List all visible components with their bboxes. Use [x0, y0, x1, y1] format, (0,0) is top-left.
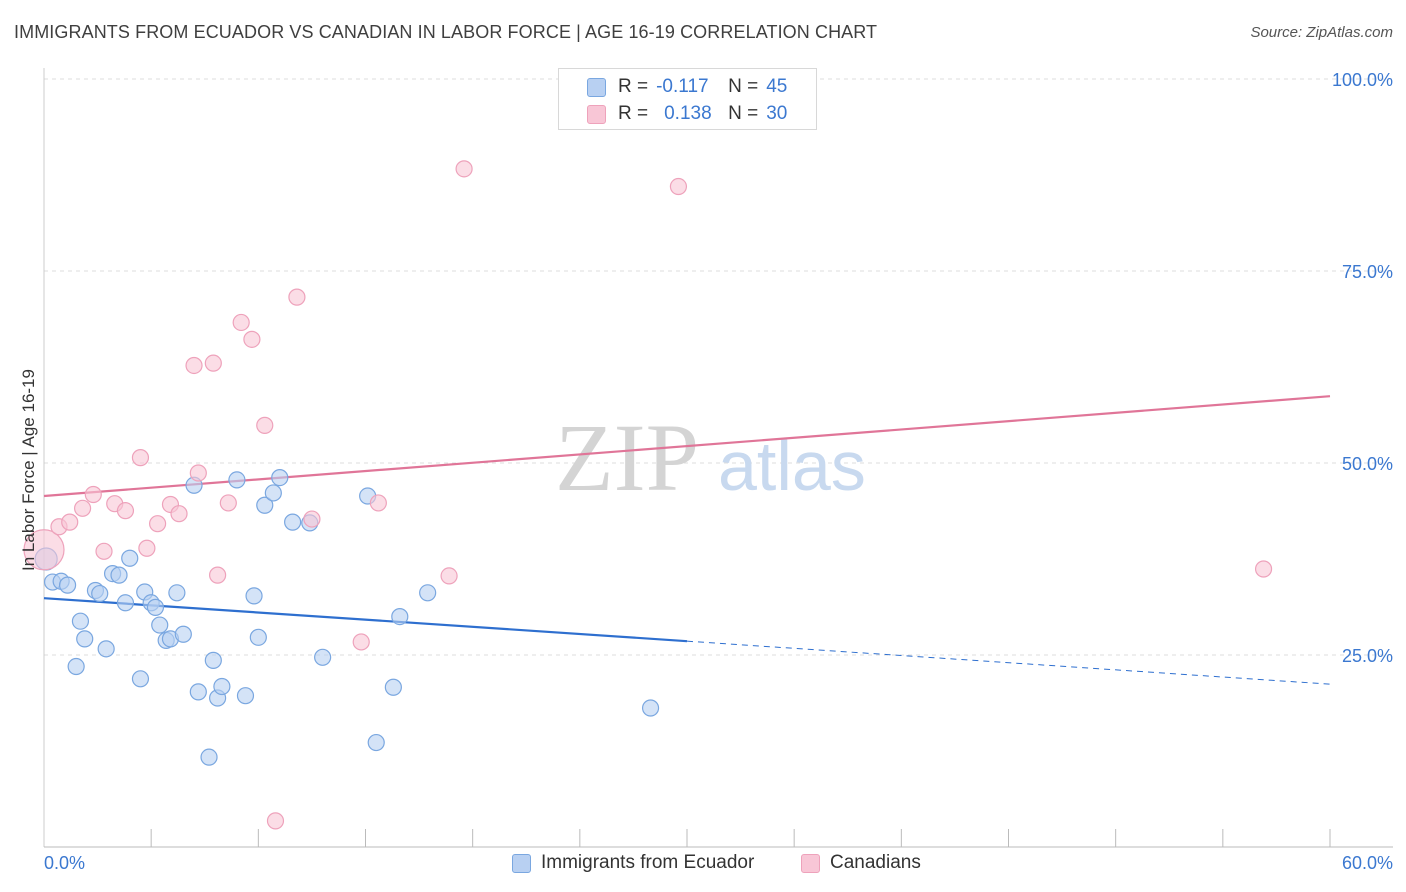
canadians-point	[303, 510, 321, 528]
legend-row-ecuador: R = -0.117 N = 45	[587, 74, 787, 100]
legend-label-canadians: Canadians	[830, 852, 921, 873]
ecuador-point	[284, 513, 302, 531]
ecuador-point	[151, 616, 169, 634]
legend-swatch-blue	[587, 77, 606, 97]
watermark-atlas: atlas	[718, 427, 866, 505]
ecuador-point	[116, 594, 135, 612]
canadians-point	[131, 449, 150, 467]
ecuador-point	[256, 496, 274, 514]
point-layer	[23, 160, 1273, 830]
legend-n-value: 30	[766, 103, 788, 124]
canadians-trend-line	[43, 395, 1331, 498]
label-layer: 25.0% 50.0% 75.0% 100.0% 0.0% 60.0%	[44, 70, 1393, 873]
ecuador-point	[189, 683, 207, 701]
legend-item-canadians[interactable]: Canadians	[801, 852, 921, 874]
canadians-point	[352, 633, 370, 651]
canadians-point	[116, 502, 135, 520]
ecuador-point	[367, 733, 385, 752]
legend-swatch-pink	[801, 853, 820, 873]
ecuador-point	[271, 468, 289, 487]
ecuador-point	[245, 587, 263, 605]
ecuador-point	[264, 484, 282, 502]
ecuador-trend-extension	[686, 640, 1331, 685]
canadians-point	[73, 499, 92, 517]
legend-swatch-blue	[512, 853, 531, 873]
x-tick-label-min: 0.0%	[44, 853, 85, 873]
y-tick-label: 50.0%	[1342, 454, 1393, 474]
y-tick-label: 25.0%	[1342, 646, 1393, 666]
source-credit: Source: ZipAtlas.com	[1250, 24, 1393, 41]
watermark-zip: ZIP	[555, 404, 699, 511]
legend-n-value: 45	[766, 76, 788, 97]
ecuador-point	[249, 628, 267, 646]
canadians-point	[61, 513, 79, 531]
ecuador-point	[168, 584, 186, 602]
ecuador-point	[131, 670, 150, 688]
ecuador-point	[146, 598, 165, 616]
canadians-point	[84, 485, 102, 504]
ecuador-point	[228, 471, 246, 489]
canadians-point	[95, 542, 113, 560]
legend-r-value: -0.117	[656, 76, 709, 97]
legend-item-ecuador[interactable]: Immigrants from Ecuador	[512, 852, 754, 874]
ecuador-point	[213, 677, 231, 696]
y-tick-label: 100.0%	[1332, 70, 1393, 90]
canadians-point	[185, 356, 203, 375]
ecuador-point	[641, 699, 660, 717]
ecuador-point	[236, 687, 255, 705]
legend-r-value: 0.138	[664, 103, 712, 124]
canadians-point	[256, 416, 274, 434]
ecuador-point	[91, 584, 109, 603]
canadians-point	[219, 494, 237, 512]
canadians-point	[669, 177, 688, 196]
grid-layer	[44, 78, 1393, 656]
legend-label-ecuador: Immigrants from Ecuador	[541, 852, 755, 873]
ecuador-point	[391, 607, 409, 626]
y-tick-label: 75.0%	[1342, 262, 1393, 282]
ecuador-point	[174, 625, 192, 643]
x-tick-label-max: 60.0%	[1342, 853, 1393, 873]
canadians-point	[243, 330, 261, 348]
series-legend: Immigrants from Ecuador Canadians	[0, 852, 1406, 878]
legend-r-label: R =	[618, 103, 649, 124]
ecuador-point	[76, 630, 94, 648]
ecuador-point	[71, 612, 90, 630]
canadians-point	[23, 529, 65, 571]
legend-n-label: N =	[728, 76, 759, 97]
ecuador-point	[110, 566, 128, 584]
canadians-point	[440, 567, 458, 585]
canadians-point	[266, 812, 285, 830]
canadians-point	[189, 464, 207, 482]
ecuador-point	[384, 678, 402, 696]
ecuador-point	[204, 651, 222, 669]
canadians-point	[369, 494, 387, 512]
canadians-point	[232, 313, 250, 332]
legend-swatch-pink	[587, 104, 606, 124]
canadians-point	[1254, 560, 1273, 578]
canadians-point	[138, 539, 156, 557]
ecuador-point	[67, 657, 85, 676]
watermark: ZIP atlas	[555, 404, 866, 511]
ecuador-point	[314, 648, 332, 666]
chart-title: IMMIGRANTS FROM ECUADOR VS CANADIAN IN L…	[14, 22, 878, 42]
legend-n-label: N =	[728, 103, 759, 124]
canadians-point	[209, 566, 227, 584]
ecuador-point	[200, 748, 218, 766]
legend-r-label: R =	[618, 76, 649, 97]
correlation-legend: R = -0.117 N = 45 R = 0.138 N = 30	[558, 68, 817, 130]
axis-layer	[43, 68, 1393, 848]
canadians-point	[204, 354, 222, 372]
canadians-point	[288, 288, 306, 306]
ecuador-point	[58, 576, 77, 594]
ecuador-point	[97, 640, 115, 658]
canadians-point	[148, 515, 167, 533]
y-axis-title: In Labor Force | Age 16-19	[19, 369, 38, 571]
canadians-point	[455, 160, 473, 178]
ecuador-point	[419, 584, 437, 602]
canadians-point	[170, 505, 188, 523]
legend-row-canadians: R = 0.138 N = 30	[587, 101, 787, 127]
ecuador-point	[121, 549, 139, 567]
